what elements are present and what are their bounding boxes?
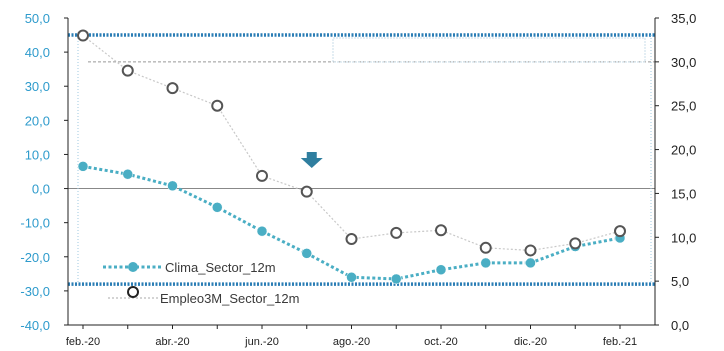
point-Empleo3M_Sector_12m (77, 29, 89, 42)
point-Empleo3M_Sector_12m (211, 99, 224, 112)
x-tick-label: feb.-21 (603, 336, 637, 348)
point-Empleo3M_Sector_12m (256, 169, 268, 182)
right-tick-label: 15,0 (671, 186, 696, 201)
point-Clima_Sector_12m (346, 271, 357, 283)
left-tick-label: 10,0 (25, 147, 50, 162)
right-tick-label: 0,0 (671, 318, 689, 333)
x-tick-label: abr.-20 (155, 336, 189, 348)
point-Clima_Sector_12m (480, 257, 491, 269)
right-tick-label: 35,0 (671, 11, 696, 26)
left-tick-label: -20,0 (20, 250, 50, 265)
point-Empleo3M_Sector_12m (300, 185, 313, 198)
point-Empleo3M_Sector_12m (569, 237, 582, 250)
legend: Clima_Sector_12m Empleo3M_Sector_12m (103, 260, 299, 306)
right-tick-label: 25,0 (671, 99, 696, 114)
x-tick-label: jun.-20 (244, 336, 279, 348)
right-tick-label: 30,0 (671, 55, 696, 70)
right-axis-ticks: 0,0 5,0 10,0 15,0 20,0 25,0 30,0 35,0 (655, 11, 696, 333)
point-Empleo3M_Sector_12m (479, 241, 492, 254)
annotations (300, 152, 323, 168)
point-Clima_Sector_12m (435, 264, 447, 275)
point-Clima_Sector_12m (391, 273, 402, 285)
point-Empleo3M_Sector_12m (166, 82, 179, 95)
right-tick-label: 10,0 (671, 230, 696, 245)
note-box (332, 37, 646, 63)
left-tick-label: 40,0 (25, 45, 50, 60)
point-Clima_Sector_12m (301, 248, 312, 259)
left-tick-label: 20,0 (25, 113, 50, 128)
reference-lines (68, 33, 655, 286)
point-Empleo3M_Sector_12m (524, 244, 537, 257)
left-axis-ticks: -40,0 -30,0 -20,0 -10,0 0,0 10,0 20,0 30,0 40,0 5… (20, 11, 68, 333)
right-tick-label: 20,0 (671, 143, 696, 158)
point-Clima_Sector_12m (256, 225, 268, 237)
point-Empleo3M_Sector_12m (435, 224, 447, 237)
point-Empleo3M_Sector_12m (614, 225, 626, 238)
point-Empleo3M_Sector_12m (345, 233, 358, 246)
point-Clima_Sector_12m (77, 161, 89, 172)
series-line-Clima_Sector_12m (82, 164, 621, 281)
x-tick-label: ago.-20 (333, 336, 370, 348)
legend-label: Empleo3M_Sector_12m (160, 291, 299, 306)
x-axis-ticks: feb.-20 abr.-20 jun.-20 ago.-20 oct.-20 dic.-… (66, 325, 637, 348)
legend-label: Clima_Sector_12m (165, 260, 276, 275)
x-tick-label: dic.-20 (514, 336, 547, 348)
left-tick-label: 30,0 (25, 79, 50, 94)
point-Clima_Sector_12m (212, 202, 223, 213)
point-Clima_Sector_12m (122, 168, 133, 180)
legend-swatch-marker (127, 286, 139, 298)
left-tick-label: -40,0 (20, 318, 50, 333)
x-tick-label: feb.-20 (66, 336, 100, 348)
series-line-Empleo3M_Sector_12m (82, 35, 621, 252)
point-Clima_Sector_12m (167, 180, 178, 192)
series-layer (77, 29, 626, 285)
left-tick-label: -10,0 (20, 216, 50, 231)
axes (67, 18, 656, 326)
point-Clima_Sector_12m (525, 257, 536, 269)
x-tick-label: oct.-20 (424, 336, 458, 348)
left-tick-label: 0,0 (32, 182, 50, 197)
right-tick-label: 5,0 (671, 274, 689, 289)
legend-swatch-marker (128, 262, 138, 272)
point-Empleo3M_Sector_12m (390, 226, 403, 239)
left-tick-label: -30,0 (20, 284, 50, 299)
left-tick-label: 50,0 (25, 11, 50, 26)
point-Empleo3M_Sector_12m (121, 64, 134, 77)
down-arrow-icon (300, 152, 323, 168)
